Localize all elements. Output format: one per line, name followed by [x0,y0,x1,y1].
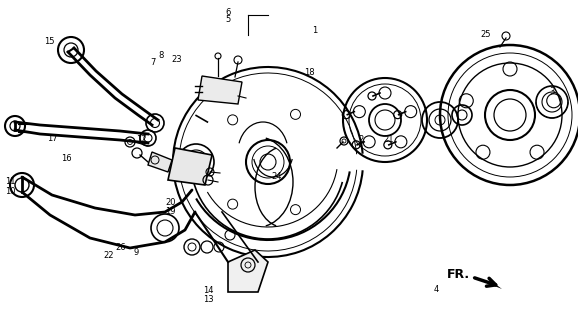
Polygon shape [198,76,242,104]
Text: 7: 7 [150,58,156,67]
Text: 16: 16 [61,154,72,163]
Text: 6: 6 [225,8,231,17]
Text: 15: 15 [44,37,54,46]
Polygon shape [228,250,268,292]
Polygon shape [472,277,502,289]
Polygon shape [168,148,212,185]
Text: 1: 1 [312,26,318,35]
Text: 12: 12 [136,135,147,144]
Text: 21: 21 [383,135,394,144]
Text: FR.: FR. [447,268,470,282]
Text: 23: 23 [171,55,181,64]
Text: 20: 20 [165,198,176,207]
Text: 2: 2 [358,135,364,144]
Polygon shape [148,152,172,172]
Text: 24: 24 [271,172,281,180]
Text: 4: 4 [434,285,439,294]
Text: 17: 17 [47,134,57,143]
Text: 5: 5 [225,15,231,24]
Text: 26: 26 [115,243,125,252]
Text: 19: 19 [165,207,176,216]
Text: 8: 8 [158,51,164,60]
Text: 22: 22 [103,252,114,260]
Text: 3: 3 [549,87,555,96]
Text: 18: 18 [304,68,314,77]
Text: 13: 13 [203,295,213,304]
Text: 10: 10 [5,188,16,196]
Text: 11: 11 [5,177,16,186]
Text: 9: 9 [133,248,139,257]
Text: 14: 14 [203,286,213,295]
Text: 25: 25 [480,30,491,39]
